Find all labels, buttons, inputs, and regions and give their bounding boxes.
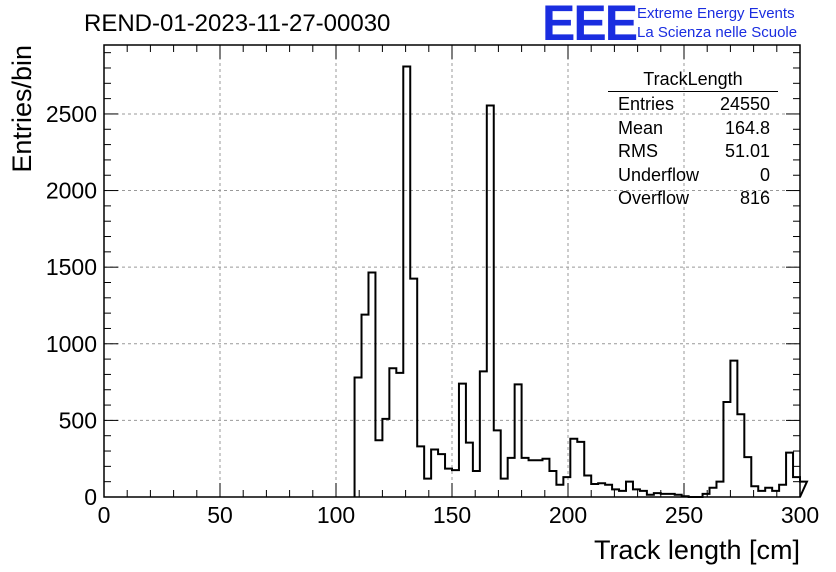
histogram-bin bbox=[716, 482, 723, 497]
y-tick-label: 1500 bbox=[46, 254, 97, 280]
histogram-bin bbox=[487, 106, 494, 497]
histogram-bin bbox=[758, 491, 765, 497]
x-tick-label: 100 bbox=[317, 502, 355, 528]
histogram-bin bbox=[779, 485, 786, 497]
stats-label: Overflow bbox=[618, 188, 690, 208]
histogram-bin bbox=[410, 279, 417, 497]
stats-row-underflow: Underflow 0 bbox=[608, 164, 778, 188]
run-title: REND-01-2023-11-27-00030 bbox=[84, 10, 391, 37]
histogram-bin bbox=[403, 66, 410, 497]
histogram-bin bbox=[417, 446, 424, 497]
histogram-bin bbox=[368, 273, 375, 497]
stats-label: Mean bbox=[618, 117, 664, 138]
stats-value: 51.01 bbox=[724, 141, 770, 161]
histogram-series bbox=[353, 65, 809, 498]
histogram-bin bbox=[382, 419, 389, 497]
histogram-bin bbox=[744, 457, 751, 497]
histogram-bin bbox=[355, 377, 362, 497]
histogram-bin bbox=[459, 384, 466, 497]
stats-row-entries: Entries 24550 bbox=[608, 93, 778, 117]
histogram-bin bbox=[522, 458, 529, 497]
histogram-bin bbox=[605, 485, 612, 497]
histogram-bin bbox=[375, 440, 382, 497]
x-tick-label: 150 bbox=[433, 502, 471, 528]
stats-value: 816 bbox=[739, 188, 770, 208]
x-tick-label: 50 bbox=[207, 502, 233, 528]
histogram-bin bbox=[765, 488, 772, 497]
histogram-bin bbox=[584, 476, 591, 497]
x-tick-label: 300 bbox=[781, 502, 819, 528]
histogram-bin bbox=[549, 471, 556, 497]
logo-line-2: La Scienza nelle Scuole bbox=[637, 24, 798, 41]
histogram-bin bbox=[431, 450, 438, 497]
histogram-bin bbox=[466, 443, 473, 497]
y-tick-label: 2500 bbox=[46, 101, 97, 127]
histogram-bin bbox=[438, 454, 445, 497]
stats-label: Underflow bbox=[618, 164, 700, 185]
stats-row-mean: Mean 164.8 bbox=[608, 117, 778, 141]
logo-caption: Extreme Energy Events La Scienza nelle S… bbox=[637, 4, 797, 42]
stats-row-overflow: Overflow 816 bbox=[608, 187, 778, 211]
histogram-bin bbox=[577, 442, 584, 497]
histogram-bin bbox=[362, 315, 369, 497]
histogram-bin bbox=[556, 485, 563, 497]
histogram-bin bbox=[452, 470, 459, 497]
histogram-bin bbox=[445, 469, 452, 497]
stats-label: Entries bbox=[618, 94, 675, 114]
histogram-bin bbox=[786, 453, 793, 497]
y-tick-label: 0 bbox=[84, 484, 97, 510]
x-tick-label: 0 bbox=[98, 502, 111, 528]
histogram-bin bbox=[536, 460, 543, 497]
stats-value: 164.8 bbox=[724, 117, 770, 138]
histogram-bin bbox=[772, 491, 779, 497]
histogram-bin bbox=[424, 479, 431, 497]
stats-box: TrackLength Entries 24550 Mean 164.8 RMS… bbox=[608, 68, 778, 211]
histogram-bin bbox=[598, 483, 605, 497]
histogram-bin bbox=[542, 459, 549, 497]
histogram-bin bbox=[480, 371, 487, 497]
y-tick-label: 1000 bbox=[46, 331, 97, 357]
histogram-bin bbox=[473, 471, 480, 497]
histogram-bin bbox=[619, 491, 626, 497]
y-tick-label: 500 bbox=[59, 407, 97, 433]
stats-value: 0 bbox=[759, 164, 770, 185]
grid-lines bbox=[104, 45, 800, 497]
histogram-bin bbox=[396, 373, 403, 497]
axis-ticks bbox=[103, 45, 801, 498]
y-axis-label: Entries/bin bbox=[7, 45, 37, 173]
histogram-bin bbox=[633, 489, 640, 497]
histogram-bin bbox=[389, 368, 396, 497]
stats-value: 24550 bbox=[719, 94, 770, 114]
histogram-bin bbox=[710, 488, 717, 497]
tick-labels: 0 50 100 150 200 250 300 0 500 1000 1500 2000 2500 bbox=[46, 101, 819, 528]
x-tick-label: 200 bbox=[549, 502, 587, 528]
x-axis-label: Track length [cm] bbox=[594, 535, 800, 565]
stats-row-rms: RMS 51.01 bbox=[608, 140, 778, 164]
eee-logo: EEE bbox=[542, 0, 638, 51]
histogram-bin bbox=[626, 482, 633, 497]
histogram-bin bbox=[501, 479, 508, 497]
histogram-bin bbox=[494, 430, 501, 497]
histogram-bin bbox=[508, 458, 515, 497]
histogram-bin bbox=[591, 484, 598, 497]
histogram-bin bbox=[570, 439, 577, 497]
histogram-line bbox=[353, 65, 809, 498]
x-tick-label: 250 bbox=[665, 502, 703, 528]
histogram-bin bbox=[793, 477, 800, 497]
histogram-bin bbox=[737, 414, 744, 497]
histogram-bin bbox=[800, 482, 807, 497]
logo-line-1: Extreme Energy Events bbox=[637, 5, 795, 22]
stats-label: RMS bbox=[618, 141, 658, 161]
histogram-bin bbox=[640, 491, 647, 497]
y-tick-label: 2000 bbox=[46, 178, 97, 204]
histogram-bin bbox=[515, 384, 522, 497]
histogram-bin bbox=[563, 477, 570, 497]
histogram-bin bbox=[612, 489, 619, 497]
stats-title: TrackLength bbox=[608, 68, 778, 92]
histogram-bin bbox=[751, 486, 758, 497]
histogram-bin bbox=[529, 460, 536, 497]
histogram-bin bbox=[723, 402, 730, 497]
histogram-bin bbox=[730, 361, 737, 497]
